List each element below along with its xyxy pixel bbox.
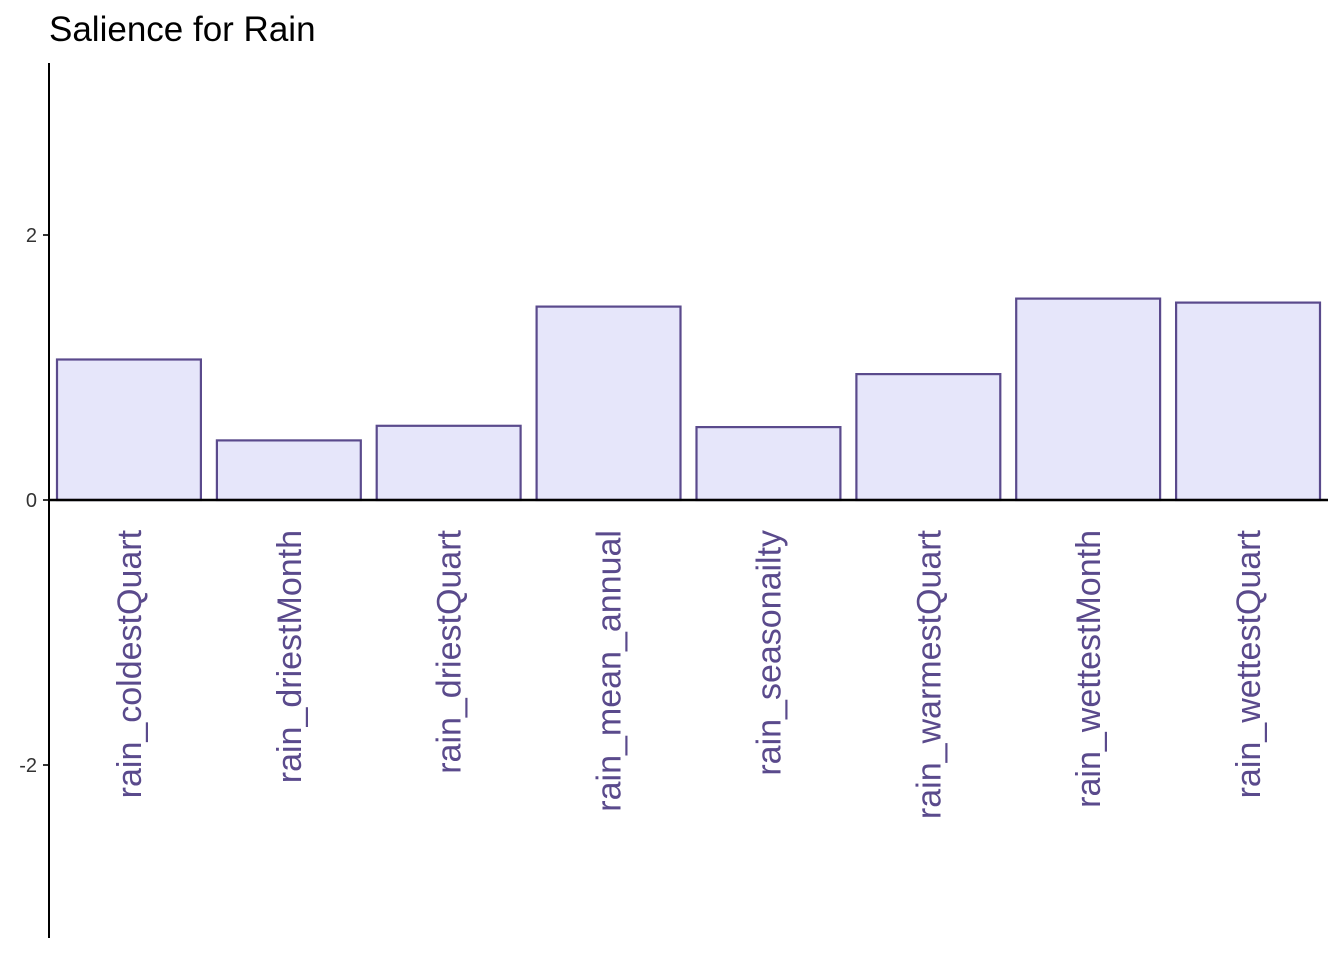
category-label: rain_seasonailty (750, 530, 788, 776)
bars-group (55, 297, 1322, 502)
bar-rain_seasonailty (695, 426, 842, 502)
y-tick-label: 2 (26, 225, 37, 247)
category-labels-group: rain_coldestQuart rain_driestMonth rain_dr… (111, 529, 1268, 819)
bar-rain_coldestQuart (55, 358, 202, 502)
category-label: rain_wettestMonth (1070, 530, 1108, 808)
category-label: rain_warmestQuart (910, 529, 948, 819)
bar-rain_warmestQuart (855, 373, 1002, 502)
bar-rain_wettestQuart (1174, 301, 1322, 502)
category-label: rain_coldestQuart (111, 529, 149, 798)
category-label: rain_wettestQuart (1230, 529, 1268, 798)
y-tick-label: 0 (26, 490, 37, 512)
bar-rain_mean_annual (535, 305, 682, 502)
bar-rain_driestMonth (215, 439, 362, 502)
category-label: rain_driestMonth (271, 530, 309, 783)
y-tick-label: -2 (19, 755, 37, 777)
category-label: rain_driestQuart (431, 529, 469, 773)
bar-rain_driestQuart (375, 424, 522, 502)
category-label: rain_mean_annual (591, 530, 629, 812)
axes-group: -2 0 2 (19, 63, 1328, 938)
bar-rain_wettestMonth (1015, 297, 1162, 502)
chart-title: Salience for Rain (49, 10, 316, 49)
